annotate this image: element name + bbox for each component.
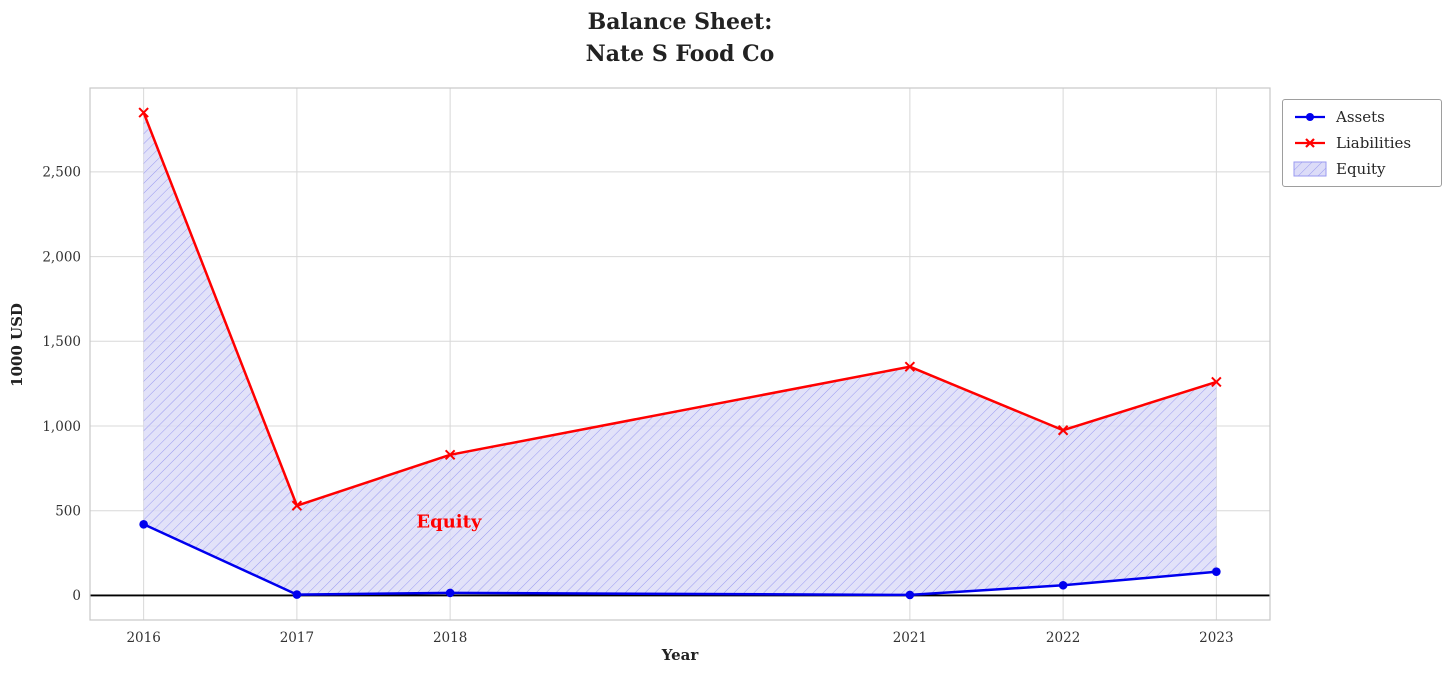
legend-item-equity: Equity — [1293, 159, 1431, 179]
assets-marker — [905, 590, 915, 600]
chart-title-line2: Nate S Food Co — [585, 41, 775, 67]
chart-title-line1: Balance Sheet: — [587, 9, 773, 35]
legend: Assets Liabilities Equity — [1282, 99, 1442, 187]
equity-hatch — [143, 112, 1217, 595]
y-tick-label: 1,500 — [42, 334, 81, 350]
liabilities-line-icon — [1295, 138, 1325, 148]
x-tick-label: 2021 — [893, 630, 927, 646]
x-tick-label: 2018 — [433, 630, 467, 646]
x-tick-label: 2023 — [1199, 630, 1233, 646]
assets-marker — [445, 588, 455, 598]
liabilities-marker — [904, 361, 916, 372]
tick-labels: 2016 2017 2018 2021 2022 2023 0 500 1,000 1,500 2,… — [42, 165, 1233, 646]
equity-annotation: Equity — [416, 512, 482, 533]
liabilities-marker — [1057, 425, 1069, 436]
equity-swatch-icon — [1293, 161, 1327, 177]
assets-marker — [292, 590, 302, 599]
x-tick-label: 2016 — [126, 630, 160, 646]
assets-marker — [1212, 567, 1221, 577]
liabilities-marker — [138, 107, 149, 118]
assets-marker — [1058, 580, 1068, 590]
chart-title: Balance Sheet: Nate S Food Co — [90, 6, 1270, 70]
assets-series — [139, 519, 1221, 600]
liabilities-series — [138, 107, 1222, 511]
legend-label-assets: Assets — [1336, 108, 1385, 126]
x-axis-label: Year — [661, 646, 699, 664]
legend-item-assets: Assets — [1293, 107, 1431, 127]
y-tick-label: 2,000 — [42, 249, 81, 265]
liabilities-marker — [1211, 376, 1222, 388]
assets-marker — [139, 519, 148, 529]
y-tick-label: 2,500 — [42, 165, 81, 181]
plot-border — [89, 87, 1271, 621]
y-tick-label: 1,000 — [42, 419, 81, 435]
legend-item-liabilities: Liabilities — [1293, 133, 1431, 153]
y-tick-label: 0 — [72, 588, 81, 604]
x-tick-label: 2017 — [280, 630, 314, 646]
liabilities-marker — [291, 500, 303, 511]
assets-line-icon — [1295, 113, 1325, 121]
x-tick-label: 2022 — [1046, 630, 1080, 646]
legend-label-liabilities: Liabilities — [1336, 134, 1412, 152]
liabilities-marker — [444, 449, 456, 461]
y-tick-label: 500 — [55, 504, 81, 520]
legend-label-equity: Equity — [1336, 160, 1386, 178]
